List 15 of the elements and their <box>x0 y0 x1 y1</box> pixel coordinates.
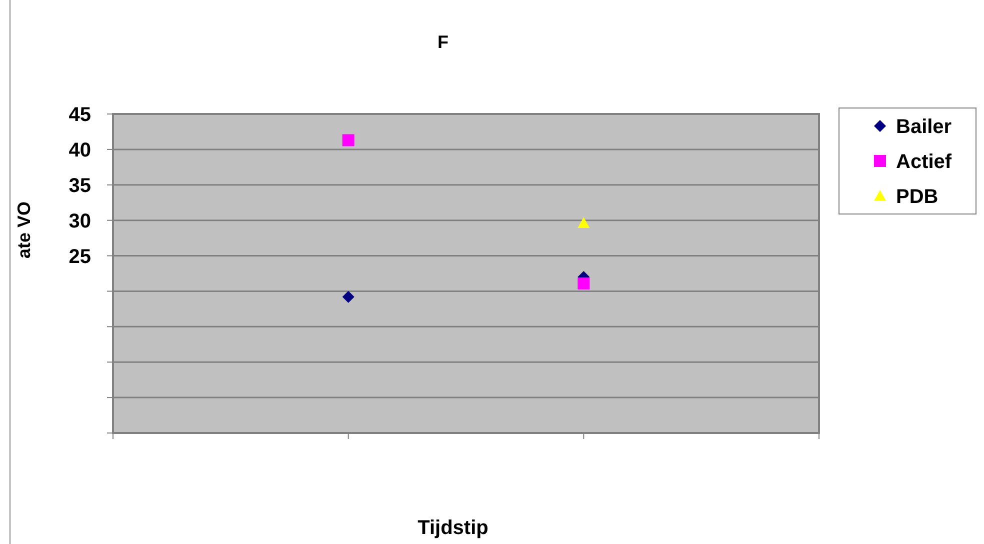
point <box>578 217 590 228</box>
y-tick-label: 30 <box>68 210 91 232</box>
point <box>342 290 354 303</box>
point <box>578 277 590 290</box>
legend-label: Bailer <box>896 116 952 138</box>
y-tick-label: 40 <box>68 139 91 162</box>
y-tick-label: 35 <box>68 174 91 197</box>
y-axis-title: ate VO <box>14 201 34 259</box>
y-tick-label: 25 <box>68 246 91 268</box>
x-axis-title: Tijdstip <box>418 517 488 539</box>
legend-label: PDB <box>896 186 938 208</box>
y-tick-label: 45 <box>68 104 91 126</box>
point <box>342 134 354 146</box>
chart-title: F <box>438 32 448 52</box>
legend-label: Actief <box>896 151 952 173</box>
